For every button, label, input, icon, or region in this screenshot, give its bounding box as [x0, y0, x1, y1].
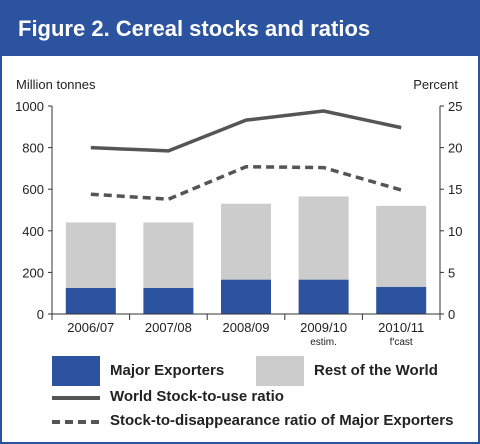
y2-axis-label: Percent — [413, 77, 458, 92]
y2-tick-label-2: 10 — [448, 224, 462, 239]
legend-swatch-major-exporters — [52, 356, 100, 386]
bar-major-exporters-4 — [376, 286, 427, 314]
y2-tick-label-4: 20 — [448, 141, 462, 156]
y-axis-label: Million tonnes — [16, 77, 96, 92]
figure-title: Figure 2. Cereal stocks and ratios — [18, 16, 371, 41]
legend-label-major-exporters: Major Exporters — [110, 362, 225, 379]
x-tick-sublabel-3: estim. — [310, 337, 337, 348]
y-tick-label-5: 1000 — [15, 99, 44, 114]
bar-major-exporters-3 — [298, 279, 349, 314]
bar-rest-of-world-2 — [221, 203, 271, 280]
legend-label-rest-of-world: Rest of the World — [314, 362, 438, 379]
legend-label-world-ratio: World Stock-to-use ratio — [110, 388, 284, 405]
x-tick-label-4: 2010/11 — [378, 320, 424, 335]
bar-rest-of-world-1 — [143, 222, 194, 288]
y2-tick-label-0: 0 — [448, 307, 455, 322]
bar-rest-of-world-3 — [298, 196, 349, 280]
y-tick-label-0: 0 — [37, 307, 44, 322]
y2-tick-label-1: 5 — [448, 265, 455, 280]
line-major-exporters-ratio — [90, 164, 402, 201]
bar-rest-of-world-0 — [65, 222, 116, 288]
y-tick-label-4: 800 — [22, 141, 44, 156]
legend-label-major-ratio: Stock-to-disappearance ratio of Major Ex… — [110, 412, 454, 429]
y-tick-label-2: 400 — [22, 224, 44, 239]
bar-major-exporters-2 — [221, 279, 271, 314]
y2-tick-label-3: 15 — [448, 182, 462, 197]
y2-tick-label-5: 25 — [448, 99, 462, 114]
x-tick-label-0: 2006/07 — [67, 320, 114, 335]
legend-swatch-rest-of-world — [256, 356, 304, 386]
bar-major-exporters-0 — [65, 288, 116, 314]
title-bar: Figure 2. Cereal stocks and ratios — [2, 2, 478, 56]
bar-major-exporters-1 — [143, 288, 194, 314]
y-tick-label-1: 200 — [22, 265, 44, 280]
line-world-stock-to-use — [90, 109, 402, 153]
bar-rest-of-world-4 — [376, 205, 427, 287]
y-tick-label-3: 600 — [22, 182, 44, 197]
x-tick-label-2: 2008/09 — [223, 320, 270, 335]
x-tick-label-3: 2009/10 — [300, 320, 347, 335]
x-tick-sublabel-4: f'cast — [390, 337, 413, 348]
x-tick-label-1: 2007/08 — [145, 320, 192, 335]
